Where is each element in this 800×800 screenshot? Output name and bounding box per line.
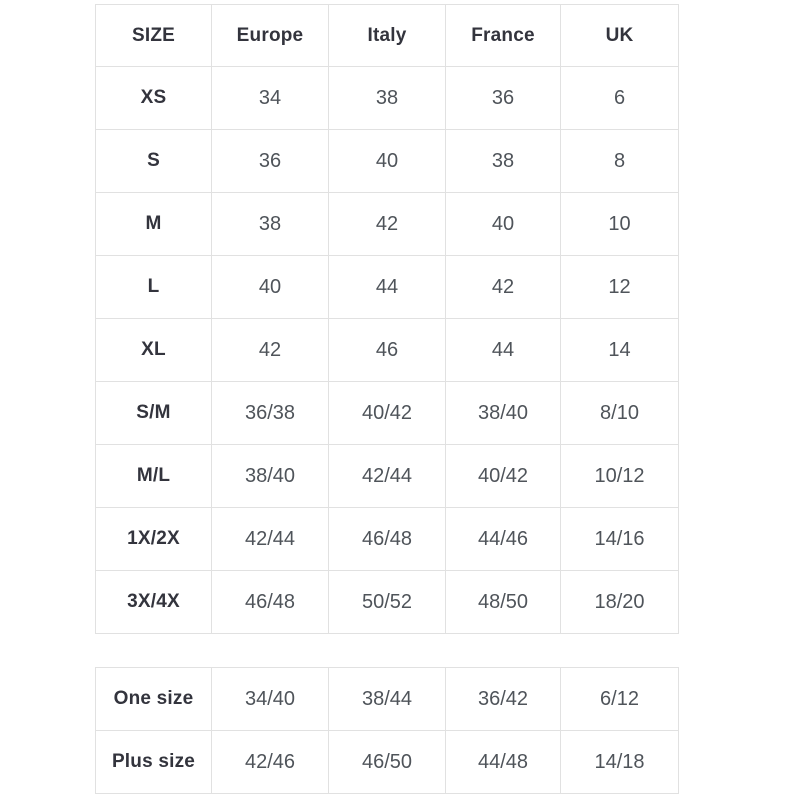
size-cell: 46/48 (211, 570, 329, 634)
size-cell: 42 (328, 192, 446, 256)
size-cell: 42/44 (328, 444, 446, 508)
size-cell: 44/46 (445, 507, 561, 571)
size-cell: 46/50 (328, 730, 446, 794)
size-cell: 38/44 (328, 667, 446, 731)
size-cell: 36 (211, 129, 329, 193)
size-cell: 10 (560, 192, 679, 256)
size-cell: 12 (560, 255, 679, 319)
size-cell: 46 (328, 318, 446, 382)
size-cell: 42/46 (211, 730, 329, 794)
header-cell-uk: UK (560, 4, 679, 67)
row-label: M (95, 192, 212, 256)
size-cell: 38 (211, 192, 329, 256)
table-row-3x4x: 3X/4X 46/48 50/52 48/50 18/20 (95, 570, 679, 634)
size-cell: 6/12 (560, 667, 679, 731)
size-cell: 40/42 (328, 381, 446, 445)
row-label: XL (95, 318, 212, 382)
table-row-ml: M/L 38/40 42/44 40/42 10/12 (95, 444, 679, 508)
size-cell: 38 (328, 66, 446, 130)
header-cell-size: SIZE (95, 4, 212, 67)
table-row-one-size: One size 34/40 38/44 36/42 6/12 (95, 667, 679, 731)
header-row: SIZE Europe Italy France UK (95, 4, 679, 67)
size-conversion-table: SIZE Europe Italy France UK XS 34 38 36 … (95, 4, 679, 634)
size-cell: 36/38 (211, 381, 329, 445)
size-cell: 38/40 (211, 444, 329, 508)
row-label: S (95, 129, 212, 193)
size-cell: 40/42 (445, 444, 561, 508)
table-row-sm: S/M 36/38 40/42 38/40 8/10 (95, 381, 679, 445)
header-cell-italy: Italy (328, 4, 446, 67)
size-cell: 14/16 (560, 507, 679, 571)
table-row-plus-size: Plus size 42/46 46/50 44/48 14/18 (95, 730, 679, 794)
header-cell-france: France (445, 4, 561, 67)
table-row-l: L 40 44 42 12 (95, 255, 679, 319)
row-label: XS (95, 66, 212, 130)
size-cell: 40 (445, 192, 561, 256)
row-label: M/L (95, 444, 212, 508)
size-cell: 10/12 (560, 444, 679, 508)
size-cell: 6 (560, 66, 679, 130)
table-row-s: S 36 40 38 8 (95, 129, 679, 193)
size-cell: 34 (211, 66, 329, 130)
header-cell-europe: Europe (211, 4, 329, 67)
table-row-xs: XS 34 38 36 6 (95, 66, 679, 130)
size-cell: 34/40 (211, 667, 329, 731)
size-cell: 44 (328, 255, 446, 319)
table-row-1x2x: 1X/2X 42/44 46/48 44/46 14/16 (95, 507, 679, 571)
row-label: 3X/4X (95, 570, 212, 634)
size-cell: 48/50 (445, 570, 561, 634)
size-cell: 46/48 (328, 507, 446, 571)
row-label: L (95, 255, 212, 319)
table-row-m: M 38 42 40 10 (95, 192, 679, 256)
table-row-xl: XL 42 46 44 14 (95, 318, 679, 382)
row-label: Plus size (95, 730, 212, 794)
size-cell: 36/42 (445, 667, 561, 731)
size-cell: 42 (211, 318, 329, 382)
size-cell: 14/18 (560, 730, 679, 794)
row-label: S/M (95, 381, 212, 445)
size-cell: 44/48 (445, 730, 561, 794)
size-cell: 44 (445, 318, 561, 382)
size-cell: 18/20 (560, 570, 679, 634)
size-cell: 42/44 (211, 507, 329, 571)
size-cell: 42 (445, 255, 561, 319)
size-cell: 40 (328, 129, 446, 193)
size-cell: 14 (560, 318, 679, 382)
size-cell: 36 (445, 66, 561, 130)
size-cell: 38/40 (445, 381, 561, 445)
size-cell: 50/52 (328, 570, 446, 634)
special-sizes-table: One size 34/40 38/44 36/42 6/12 Plus siz… (95, 667, 679, 794)
size-cell: 40 (211, 255, 329, 319)
size-cell: 8 (560, 129, 679, 193)
size-cell: 38 (445, 129, 561, 193)
row-label: 1X/2X (95, 507, 212, 571)
row-label: One size (95, 667, 212, 731)
size-cell: 8/10 (560, 381, 679, 445)
